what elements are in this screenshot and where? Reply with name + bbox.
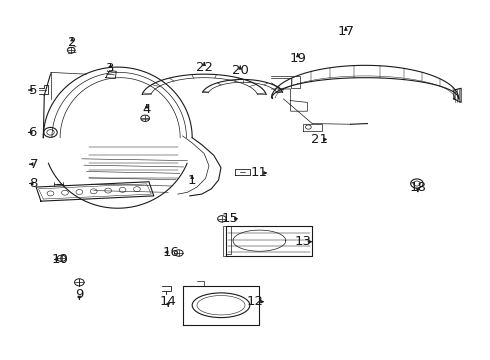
Text: 6: 6 bbox=[28, 126, 37, 139]
Text: 2: 2 bbox=[68, 36, 76, 49]
Text: 3: 3 bbox=[106, 62, 115, 75]
Text: 7: 7 bbox=[29, 158, 38, 171]
Text: 5: 5 bbox=[28, 84, 37, 96]
Text: 16: 16 bbox=[162, 246, 179, 259]
Text: 13: 13 bbox=[294, 235, 311, 248]
Text: 14: 14 bbox=[160, 295, 176, 308]
Text: 20: 20 bbox=[232, 64, 248, 77]
Text: 17: 17 bbox=[337, 25, 354, 38]
Text: 12: 12 bbox=[246, 295, 263, 308]
Text: 15: 15 bbox=[221, 212, 238, 225]
Text: 8: 8 bbox=[29, 177, 38, 190]
Text: 21: 21 bbox=[311, 133, 328, 146]
Text: 9: 9 bbox=[75, 288, 83, 301]
Text: 18: 18 bbox=[410, 181, 426, 194]
Text: 19: 19 bbox=[290, 52, 306, 65]
Text: 4: 4 bbox=[143, 103, 151, 116]
Text: 11: 11 bbox=[251, 166, 268, 179]
Text: 10: 10 bbox=[51, 253, 69, 266]
Text: 1: 1 bbox=[188, 174, 196, 186]
Text: 22: 22 bbox=[196, 60, 213, 73]
